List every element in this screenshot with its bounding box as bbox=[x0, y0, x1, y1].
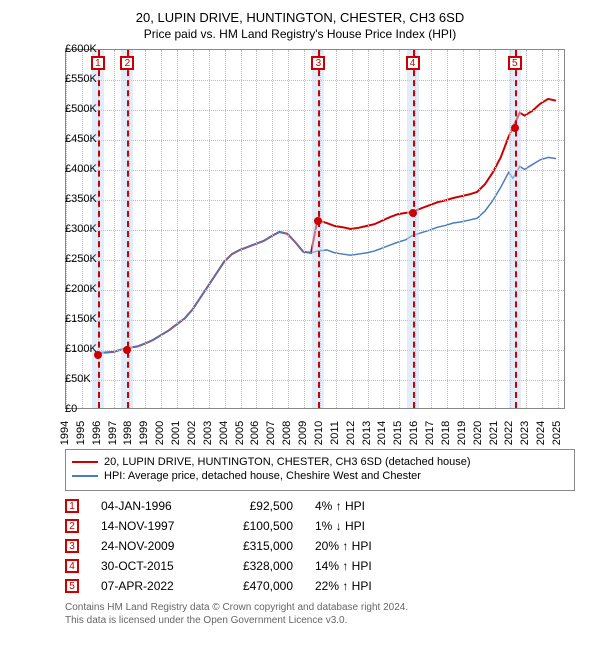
sale-row: 1 04-JAN-1996 £92,500 4% ↑ HPI bbox=[65, 499, 585, 513]
sale-marker: 1 bbox=[91, 56, 105, 70]
sale-point bbox=[409, 209, 417, 217]
x-tick-label: 2010 bbox=[313, 421, 325, 445]
chart-area: 12345 £0£50K£100K£150K£200K£250K£300K£35… bbox=[25, 49, 585, 429]
sale-diff: 4% ↑ HPI bbox=[315, 499, 395, 513]
legend-row-hpi: HPI: Average price, detached house, Ches… bbox=[72, 470, 568, 482]
sale-point bbox=[314, 217, 322, 225]
x-tick-label: 2006 bbox=[249, 421, 261, 445]
x-tick-label: 2015 bbox=[392, 421, 404, 445]
legend-swatch-property bbox=[72, 461, 98, 463]
x-tick-label: 2017 bbox=[424, 421, 436, 445]
legend-swatch-hpi bbox=[72, 475, 98, 477]
x-tick-label: 2007 bbox=[265, 421, 277, 445]
sale-date: 14-NOV-1997 bbox=[101, 519, 201, 533]
x-tick-label: 2025 bbox=[551, 421, 563, 445]
series-property bbox=[98, 99, 556, 353]
sale-point bbox=[511, 124, 519, 132]
x-tick-label: 2019 bbox=[456, 421, 468, 445]
sale-price: £470,000 bbox=[223, 579, 293, 593]
chart-title: 20, LUPIN DRIVE, HUNTINGTON, CHESTER, CH… bbox=[15, 10, 585, 25]
sale-diff: 1% ↓ HPI bbox=[315, 519, 395, 533]
footer-line2: This data is licensed under the Open Gov… bbox=[65, 614, 575, 627]
x-tick-label: 2013 bbox=[361, 421, 373, 445]
x-tick-label: 2001 bbox=[170, 421, 182, 445]
sale-price: £92,500 bbox=[223, 499, 293, 513]
x-tick-label: 2016 bbox=[408, 421, 420, 445]
sale-num: 5 bbox=[65, 579, 79, 593]
x-tick-label: 2011 bbox=[329, 421, 341, 445]
x-tick-label: 2009 bbox=[297, 421, 309, 445]
sale-num: 4 bbox=[65, 559, 79, 573]
legend-label-hpi: HPI: Average price, detached house, Ches… bbox=[104, 470, 421, 482]
sale-marker: 5 bbox=[508, 56, 522, 70]
sale-num: 2 bbox=[65, 519, 79, 533]
x-tick-label: 1996 bbox=[91, 421, 103, 445]
sale-date: 30-OCT-2015 bbox=[101, 559, 201, 573]
x-tick-label: 1995 bbox=[75, 421, 87, 445]
x-tick-label: 2008 bbox=[281, 421, 293, 445]
sale-marker: 4 bbox=[406, 56, 420, 70]
sale-row: 5 07-APR-2022 £470,000 22% ↑ HPI bbox=[65, 579, 585, 593]
x-tick-label: 2022 bbox=[503, 421, 515, 445]
sale-point bbox=[123, 346, 131, 354]
x-tick-label: 1999 bbox=[138, 421, 150, 445]
x-tick-label: 2012 bbox=[345, 421, 357, 445]
legend-label-property: 20, LUPIN DRIVE, HUNTINGTON, CHESTER, CH… bbox=[104, 456, 471, 468]
footer-line1: Contains HM Land Registry data © Crown c… bbox=[65, 601, 575, 614]
sale-row: 4 30-OCT-2015 £328,000 14% ↑ HPI bbox=[65, 559, 585, 573]
chart-container: 20, LUPIN DRIVE, HUNTINGTON, CHESTER, CH… bbox=[0, 0, 600, 637]
sale-date: 07-APR-2022 bbox=[101, 579, 201, 593]
sale-price: £100,500 bbox=[223, 519, 293, 533]
sale-marker: 3 bbox=[311, 56, 325, 70]
x-tick-label: 2024 bbox=[535, 421, 547, 445]
x-tick-label: 1994 bbox=[59, 421, 71, 445]
sale-marker: 2 bbox=[120, 56, 134, 70]
series-hpi bbox=[98, 157, 556, 352]
sale-row: 2 14-NOV-1997 £100,500 1% ↓ HPI bbox=[65, 519, 585, 533]
sale-date: 04-JAN-1996 bbox=[101, 499, 201, 513]
chart-subtitle: Price paid vs. HM Land Registry's House … bbox=[15, 27, 585, 41]
x-tick-label: 2020 bbox=[472, 421, 484, 445]
sale-diff: 22% ↑ HPI bbox=[315, 579, 395, 593]
x-tick-label: 2000 bbox=[154, 421, 166, 445]
x-tick-label: 2005 bbox=[234, 421, 246, 445]
sale-price: £328,000 bbox=[223, 559, 293, 573]
sale-num: 1 bbox=[65, 499, 79, 513]
x-tick-label: 2002 bbox=[186, 421, 198, 445]
sale-num: 3 bbox=[65, 539, 79, 553]
sale-diff: 20% ↑ HPI bbox=[315, 539, 395, 553]
sale-price: £315,000 bbox=[223, 539, 293, 553]
x-tick-label: 1997 bbox=[107, 421, 119, 445]
x-tick-label: 2021 bbox=[488, 421, 500, 445]
legend-row-property: 20, LUPIN DRIVE, HUNTINGTON, CHESTER, CH… bbox=[72, 456, 568, 468]
x-tick-label: 2023 bbox=[519, 421, 531, 445]
x-tick-label: 1998 bbox=[122, 421, 134, 445]
sale-date: 24-NOV-2009 bbox=[101, 539, 201, 553]
x-tick-label: 2003 bbox=[202, 421, 214, 445]
x-tick-label: 2014 bbox=[376, 421, 388, 445]
x-tick-label: 2004 bbox=[218, 421, 230, 445]
sales-table: 1 04-JAN-1996 £92,500 4% ↑ HPI 2 14-NOV-1997 £… bbox=[65, 499, 585, 593]
sale-row: 3 24-NOV-2009 £315,000 20% ↑ HPI bbox=[65, 539, 585, 553]
sale-diff: 14% ↑ HPI bbox=[315, 559, 395, 573]
x-tick-label: 2018 bbox=[440, 421, 452, 445]
legend-box: 20, LUPIN DRIVE, HUNTINGTON, CHESTER, CH… bbox=[65, 449, 575, 491]
footer-text: Contains HM Land Registry data © Crown c… bbox=[65, 601, 575, 627]
plot-area: 1 2 3 4 5 bbox=[65, 49, 565, 409]
